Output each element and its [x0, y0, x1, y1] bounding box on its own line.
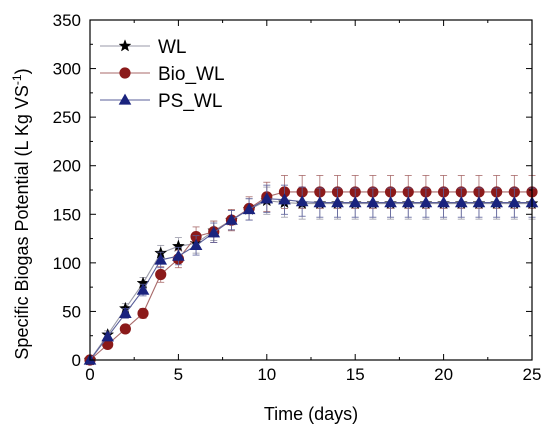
y-tick-label: 300	[53, 60, 81, 79]
series-wl	[83, 186, 539, 366]
series-line	[89, 198, 532, 361]
series-ps-wl	[83, 184, 539, 365]
data-point	[490, 196, 503, 208]
y-tick-label: 250	[53, 108, 81, 127]
data-point	[419, 196, 433, 208]
data-point	[154, 253, 168, 265]
y-axis-label-close: )	[12, 68, 32, 74]
data-point	[508, 196, 521, 208]
data-point	[189, 238, 203, 251]
data-point	[101, 330, 114, 342]
data-point	[136, 283, 150, 295]
data-point	[295, 195, 309, 207]
y-axis-label-main: Specific Biogas Potential (L Kg VS	[12, 85, 32, 359]
y-tick-label: 0	[72, 351, 81, 370]
y-tick-label: 150	[53, 205, 81, 224]
y-tick-label: 200	[53, 157, 81, 176]
data-point	[137, 307, 149, 319]
data-point	[331, 196, 344, 208]
legend-marker	[119, 67, 131, 79]
legend-label: Bio_WL	[158, 64, 225, 85]
data-point	[278, 193, 291, 205]
data-point	[437, 196, 450, 208]
data-point	[225, 213, 238, 225]
data-point	[207, 226, 221, 238]
data-point	[119, 306, 132, 319]
x-tick-label: 25	[523, 365, 542, 384]
legend-item: Bio_WL	[100, 64, 225, 85]
y-axis-label-sup: -1	[10, 74, 24, 85]
data-point	[454, 196, 468, 208]
legend-item: WL	[100, 37, 187, 58]
data-point	[313, 196, 327, 208]
y-tick-label: 100	[53, 254, 81, 273]
legend-item: PS_WL	[100, 91, 222, 112]
legend: WL Bio_WL PS_WL	[100, 37, 225, 112]
legend-marker	[118, 39, 132, 52]
y-axis-label: Specific Biogas Potential (L Kg VS-1)	[10, 68, 32, 359]
data-point	[348, 196, 362, 208]
series-layer	[83, 175, 539, 366]
x-tick-label: 10	[257, 365, 276, 384]
data-point	[472, 196, 486, 208]
y-tick-label: 350	[53, 11, 81, 30]
data-point	[384, 196, 397, 208]
legend-marker	[118, 93, 132, 105]
legend-label: PS_WL	[158, 91, 222, 112]
legend-label: WL	[158, 37, 187, 58]
x-tick-label: 0	[85, 365, 94, 384]
data-point	[260, 192, 274, 204]
data-point	[119, 323, 131, 335]
y-tick-label: 50	[62, 302, 81, 321]
x-tick-label: 5	[174, 365, 183, 384]
data-point	[172, 249, 185, 261]
x-tick-label: 20	[434, 365, 453, 384]
data-point	[155, 268, 167, 281]
x-tick-label: 15	[346, 365, 365, 384]
series-line	[89, 200, 532, 361]
x-axis-label: Time (days)	[264, 404, 358, 424]
data-point	[401, 196, 415, 208]
data-point	[242, 203, 256, 215]
data-point	[366, 196, 380, 208]
